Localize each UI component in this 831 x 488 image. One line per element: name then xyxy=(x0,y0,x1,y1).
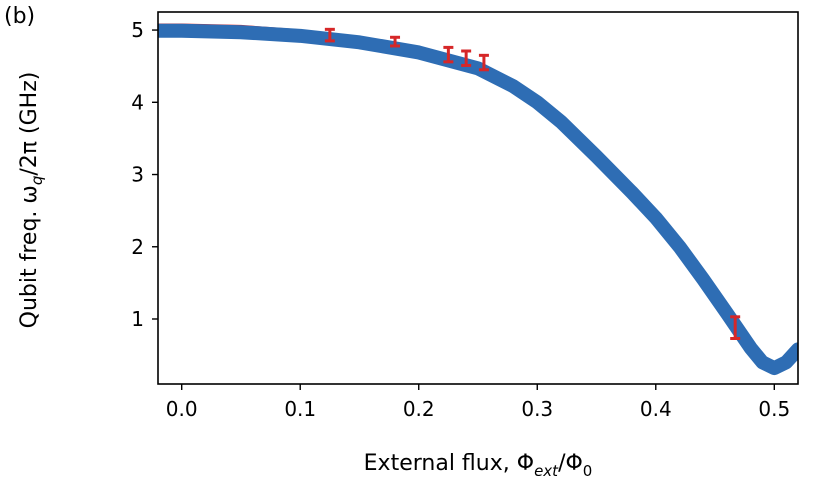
x-tick-label: 0.4 xyxy=(640,397,672,421)
error-bar xyxy=(730,315,741,340)
x-axis-title: External flux, Φext/Φ0 xyxy=(364,451,593,480)
measured-data-series xyxy=(158,23,798,376)
tick-layer: 0.0 0.1 0.2 0.3 0.4 0.5 1 2 3 4 5 xyxy=(131,18,790,421)
fit-line-series xyxy=(158,23,798,371)
y-tick-label: 4 xyxy=(131,90,144,114)
y-tick-label: 2 xyxy=(131,235,144,259)
error-bar xyxy=(324,27,335,43)
x-tick-label: 0.2 xyxy=(403,397,435,421)
error-bar xyxy=(443,45,454,64)
y-axis-title: Qubit freq. ωq/2π (GHz) xyxy=(17,72,46,329)
error-bar xyxy=(390,35,401,48)
series-layer xyxy=(158,23,798,376)
panel-label: (b) xyxy=(4,4,36,29)
y-tick-label: 1 xyxy=(131,307,144,331)
error-bar xyxy=(478,53,489,72)
x-tick-label: 0.0 xyxy=(166,397,198,421)
error-bar xyxy=(461,49,472,67)
x-tick-label: 0.5 xyxy=(758,397,790,421)
y-tick-label: 3 xyxy=(131,163,144,187)
x-tick-label: 0.1 xyxy=(284,397,316,421)
y-tick-label: 5 xyxy=(131,18,144,42)
x-tick-label: 0.3 xyxy=(521,397,553,421)
plot-frame xyxy=(157,11,799,385)
